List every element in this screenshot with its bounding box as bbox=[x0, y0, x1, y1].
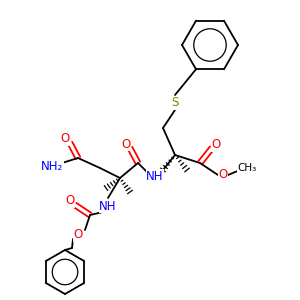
Text: CH₃: CH₃ bbox=[237, 163, 256, 173]
Text: O: O bbox=[74, 229, 82, 242]
Text: NH: NH bbox=[99, 200, 117, 212]
Text: S: S bbox=[171, 97, 179, 110]
Text: O: O bbox=[65, 194, 75, 208]
Text: NH₂: NH₂ bbox=[41, 160, 63, 172]
Text: O: O bbox=[122, 137, 130, 151]
Text: O: O bbox=[212, 139, 220, 152]
Text: O: O bbox=[60, 133, 70, 146]
Text: O: O bbox=[218, 169, 228, 182]
Text: NH: NH bbox=[146, 169, 164, 182]
